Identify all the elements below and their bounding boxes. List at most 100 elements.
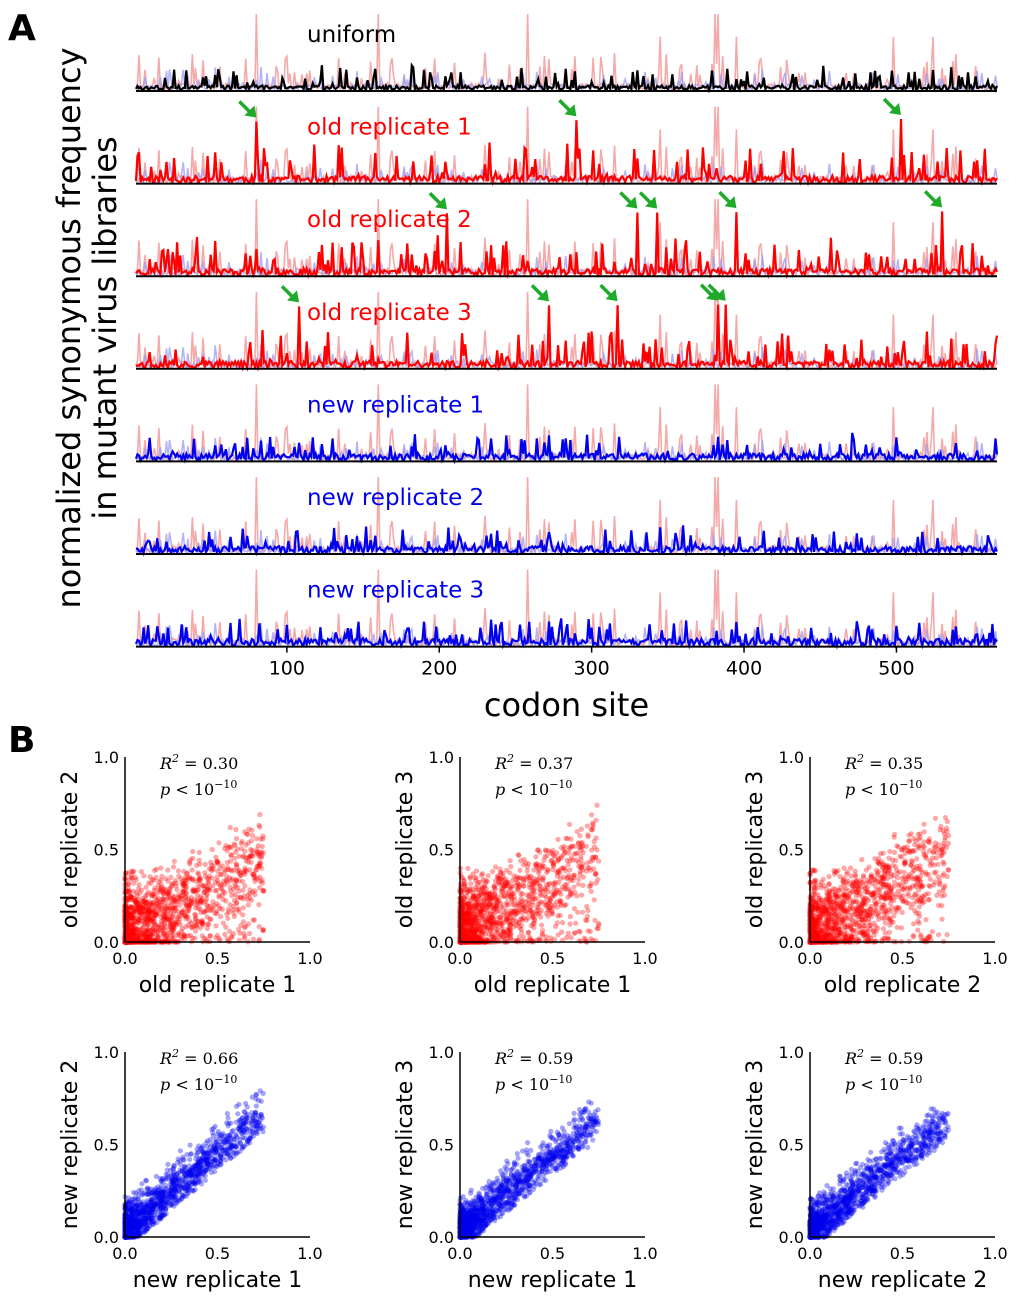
scatter-point [859,901,865,907]
scatter-point [562,886,568,892]
scatter-point [243,923,249,930]
scatter-point [866,864,872,870]
scatter-point [257,874,263,880]
scatter-point [584,823,591,829]
scatter-point [168,874,174,880]
scatter-point [184,880,190,886]
panel-label-b: B [8,720,35,761]
scatter-point [168,917,174,923]
scatter-point [259,880,265,886]
scatter-point [252,888,258,894]
scatter-point [141,916,148,922]
scatter-point [184,870,191,876]
scatter-point [240,854,246,860]
scatter-point [589,827,595,833]
scatter-point [870,928,877,934]
scatter-point [467,874,473,880]
scatter-point [588,858,594,864]
scatter-point [139,910,145,917]
scatter-point [571,930,578,936]
scatter-point [591,897,597,903]
scatter-point [917,835,923,841]
scatter-point [236,909,242,915]
scatter-point [525,929,532,935]
scatter-point [199,921,205,927]
scatter-point [145,914,152,920]
scatter-point [525,915,531,921]
scatter-point [148,903,155,909]
scatter-point [232,855,238,861]
scatter-point [236,878,242,884]
scatter-point [158,865,164,871]
scatter-point [232,842,238,849]
scatter-point [194,898,200,905]
scatter-point [185,922,191,928]
scatter-point [555,836,561,843]
scatter-point [206,876,212,882]
scatter-point [238,870,244,876]
scatter-point [205,880,212,887]
background-series-new [135,622,998,649]
scatter-point [124,935,130,941]
scatter-point [840,877,846,883]
scatter-point [252,878,258,885]
scatter-point [144,936,150,942]
track-label: new replicate 2 [307,485,484,511]
scatter-point [916,904,922,910]
scatter-point [197,875,203,882]
scatter-point [246,826,252,832]
scatter-point [519,890,525,897]
y-tick-label: 0.5 [429,841,454,860]
scatter-point [175,908,181,914]
scatter-point [126,903,132,910]
x-tick-label: 100 [269,658,305,680]
scatter-point [883,896,889,902]
scatter-point [204,914,210,920]
scatter-point [567,921,573,927]
scatter-point [228,934,234,940]
scatter-point [180,889,186,895]
scatter-point [586,865,592,871]
scatter-point [223,843,229,849]
scatter-point [834,917,840,923]
scatter-point [132,874,138,881]
scatter-point [237,894,243,901]
scatter-point [143,928,149,934]
scatter-point [170,910,176,916]
scatter-point [593,835,599,841]
scatter-point [150,930,156,936]
scatter-point [195,870,201,876]
scatter-point [921,839,927,845]
scatter-point [127,933,134,939]
scatter-point [562,902,568,909]
scatter-point [194,893,201,899]
scatter-point [919,898,925,904]
scatter-point [233,835,240,842]
scatter-point [864,932,870,939]
scatter-point [915,918,921,924]
scatter-point [167,915,173,921]
series-line [135,211,998,280]
scatter-point [580,843,586,849]
x-tick-label: 0.5 [540,949,565,968]
scatter-point [236,888,242,894]
scatter-point [207,933,213,939]
scatter-point [557,870,563,877]
scatter-point [861,922,867,928]
track-label: uniform [307,22,396,48]
scatter-point [844,899,850,905]
scatter-point [860,879,866,886]
scatter-point [227,844,233,850]
scatter-point [158,924,164,931]
scatter-point [174,920,180,926]
scatter-point [255,843,261,849]
highlight-arrow [280,285,300,303]
scatter-point [193,923,199,929]
scatter-point [853,873,859,880]
scatter-point [242,883,248,889]
scatter-point [174,887,180,893]
scatter-point [256,851,262,857]
scatter-point [216,840,222,846]
